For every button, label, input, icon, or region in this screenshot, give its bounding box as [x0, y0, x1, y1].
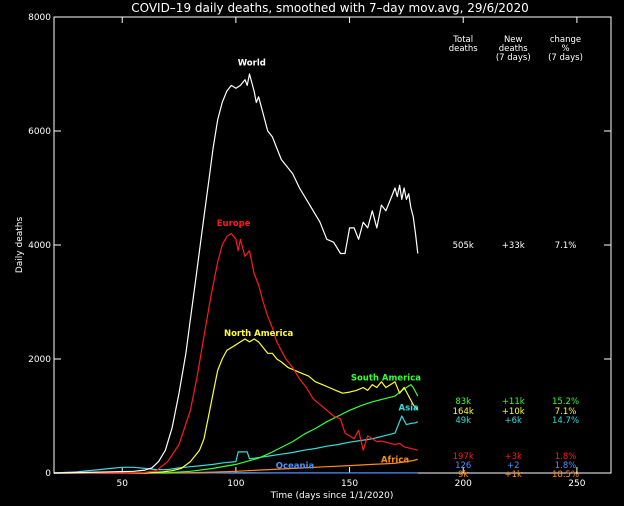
series-label-south-america: South America — [351, 374, 421, 384]
series-label-asia: Asia — [399, 403, 420, 413]
stats-value-europe: 1.8% — [555, 452, 577, 462]
stats-value-europe: +3k — [505, 452, 523, 462]
stats-header: % — [561, 44, 569, 54]
stats-value-europe: 197k — [453, 452, 474, 462]
y-tick-label: 6000 — [28, 127, 51, 137]
stats-value-world: +33k — [502, 241, 525, 251]
series-label-europe: Europe — [217, 219, 251, 229]
series-label-africa: Africa — [381, 456, 409, 466]
series-line-europe — [54, 233, 418, 474]
series-labels: World Europe North America South America Asi… — [217, 58, 422, 471]
series-label-oceania: Oceania — [276, 461, 315, 471]
y-tick-label: 8000 — [28, 13, 51, 23]
stats-value-africa: 9k — [458, 470, 468, 480]
stats-value-world: 505k — [453, 241, 474, 251]
series-line-north-america — [54, 338, 419, 474]
series-line-africa — [54, 458, 418, 474]
chart-title: COVID–19 daily deaths, smoothed with 7–d… — [131, 1, 529, 15]
stats-value-world: 7.1% — [555, 241, 577, 251]
stats-value-south-america: 83k — [455, 397, 471, 407]
series-lines — [53, 73, 419, 474]
x-tick-label: 150 — [341, 479, 358, 489]
stats-value-oceania: 126 — [455, 461, 471, 471]
stats-value-south-america: 15.2% — [552, 397, 579, 407]
y-tick-label: 2000 — [28, 355, 51, 365]
x-tick-label: 100 — [227, 479, 244, 489]
x-tick-label: 50 — [116, 479, 128, 489]
series-line-world — [53, 73, 419, 474]
stats-value-south-america: +11k — [502, 397, 525, 407]
y-tick-label: 4000 — [28, 241, 51, 251]
stats-header: (7 days) — [548, 53, 583, 63]
stats-value-asia: 49k — [455, 416, 471, 426]
stats-value-asia: +6k — [505, 416, 523, 426]
series-label-north-america: North America — [224, 329, 294, 339]
stats-header: change — [550, 35, 581, 45]
stats-value-north-america: +10k — [502, 407, 525, 417]
x-axis-label: Time (days since 1/1/2020) — [270, 491, 394, 501]
stats-value-africa: 18.5% — [552, 470, 579, 480]
stats-value-asia: 14.7% — [552, 416, 579, 426]
stats-value-africa: +1k — [505, 470, 523, 480]
y-tick-label: 0 — [45, 469, 51, 479]
axes: 50 100 150 200 250 0 2000 4000 6000 8000 — [28, 13, 611, 489]
stats-value-oceania: 1.8% — [555, 461, 577, 471]
stats-header: Total — [452, 35, 473, 45]
stats-value-north-america: 164k — [453, 407, 474, 417]
stats-header: (7 days) — [496, 53, 531, 63]
x-tick-label: 250 — [568, 479, 585, 489]
x-tick-label: 200 — [455, 479, 472, 489]
series-line-asia — [53, 415, 419, 474]
y-axis-label: Daily deaths — [15, 217, 25, 274]
stats-header: deaths — [449, 44, 479, 54]
stats-header: deaths — [499, 44, 529, 54]
stats-value-oceania: +2 — [507, 461, 520, 471]
stats-header: New — [504, 35, 523, 45]
series-label-world: World — [238, 58, 266, 68]
stats-value-north-america: 7.1% — [555, 407, 577, 417]
